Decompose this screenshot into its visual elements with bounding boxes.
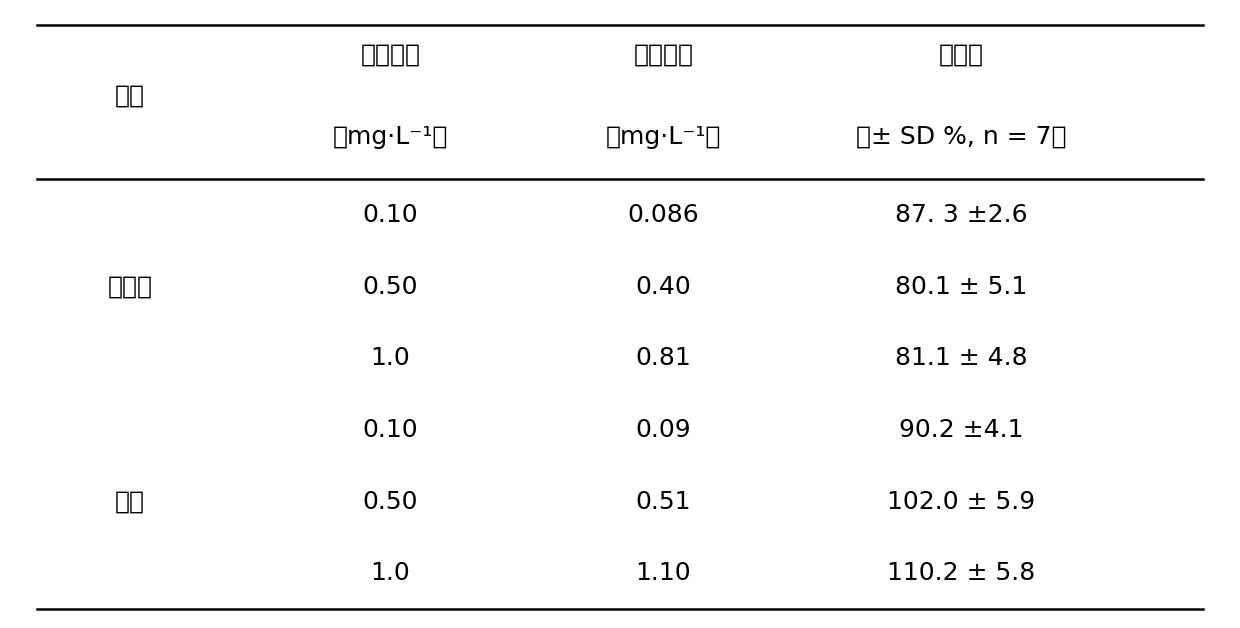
Text: 橙汁: 橙汁 <box>115 490 145 514</box>
Text: 81.1 ± 4.8: 81.1 ± 4.8 <box>895 346 1027 371</box>
Text: 0.10: 0.10 <box>363 203 418 227</box>
Text: 测量浓度: 测量浓度 <box>634 43 693 67</box>
Text: 0.50: 0.50 <box>363 274 418 298</box>
Text: （± SD %, n = 7）: （± SD %, n = 7） <box>856 124 1066 149</box>
Text: 回收率: 回收率 <box>939 43 983 67</box>
Text: 样品: 样品 <box>115 84 145 108</box>
Text: 102.0 ± 5.9: 102.0 ± 5.9 <box>887 490 1035 514</box>
Text: 0.50: 0.50 <box>363 490 418 514</box>
Text: 1.0: 1.0 <box>371 561 410 585</box>
Text: 0.40: 0.40 <box>636 274 691 298</box>
Text: 90.2 ±4.1: 90.2 ±4.1 <box>899 418 1023 442</box>
Text: 110.2 ± 5.8: 110.2 ± 5.8 <box>887 561 1035 585</box>
Text: 0.51: 0.51 <box>636 490 691 514</box>
Text: 0.10: 0.10 <box>363 418 418 442</box>
Text: （mg·L⁻¹）: （mg·L⁻¹） <box>332 124 449 149</box>
Text: （mg·L⁻¹）: （mg·L⁻¹） <box>605 124 722 149</box>
Text: 加标浓度: 加标浓度 <box>361 43 420 67</box>
Text: 0.81: 0.81 <box>636 346 691 371</box>
Text: 苹果汁: 苹果汁 <box>108 274 153 298</box>
Text: 1.10: 1.10 <box>636 561 691 585</box>
Text: 80.1 ± 5.1: 80.1 ± 5.1 <box>895 274 1027 298</box>
Text: 87. 3 ±2.6: 87. 3 ±2.6 <box>895 203 1027 227</box>
Text: 1.0: 1.0 <box>371 346 410 371</box>
Text: 0.09: 0.09 <box>636 418 691 442</box>
Text: 0.086: 0.086 <box>627 203 699 227</box>
